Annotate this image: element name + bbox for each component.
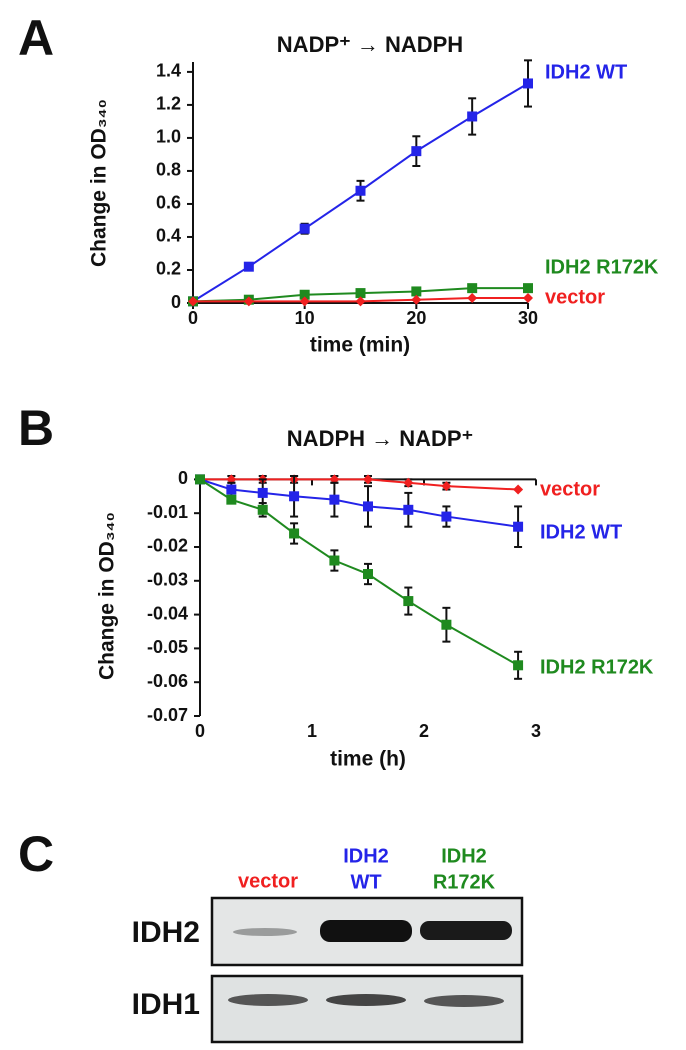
y-tick-label: -0.01 xyxy=(147,502,188,522)
marker xyxy=(467,283,478,294)
marker xyxy=(403,596,414,607)
marker xyxy=(411,294,422,305)
marker xyxy=(257,504,268,515)
marker xyxy=(441,481,452,492)
x-tick-label: 0 xyxy=(195,721,205,741)
y-tick-label: 0.4 xyxy=(156,226,181,246)
y-tick-label: 1.2 xyxy=(156,94,181,114)
marker xyxy=(243,296,254,307)
x-tick-label: 1 xyxy=(307,721,317,741)
chart-title: NADP⁺ → NADPH xyxy=(277,32,463,57)
x-tick-label: 10 xyxy=(295,308,315,328)
marker xyxy=(403,504,414,515)
marker xyxy=(289,528,300,539)
band xyxy=(233,928,297,936)
marker xyxy=(363,501,373,512)
marker xyxy=(299,296,310,307)
marker xyxy=(226,494,237,505)
marker xyxy=(523,293,533,304)
blot-frame xyxy=(210,974,524,1044)
lane-label: vector xyxy=(238,870,298,892)
series-label: vector xyxy=(545,286,605,308)
marker xyxy=(355,288,366,299)
marker xyxy=(523,78,533,89)
y-tick-label: -0.03 xyxy=(147,570,188,590)
row-label: IDH2 xyxy=(132,916,200,949)
y-tick-label: -0.07 xyxy=(147,705,188,725)
panel-label: C xyxy=(18,826,54,882)
marker xyxy=(411,146,422,157)
marker xyxy=(513,660,524,671)
row-label: IDH1 xyxy=(132,988,200,1021)
marker xyxy=(243,261,254,272)
chart-title: NADPH → NADP⁺ xyxy=(287,426,473,451)
marker xyxy=(363,474,373,485)
marker xyxy=(467,293,478,304)
series-line xyxy=(200,478,519,491)
series-label: IDH2 WT xyxy=(545,61,627,83)
y-axis-label: Change in OD₃₄₀ xyxy=(88,99,111,267)
marker xyxy=(355,185,366,196)
panel-label: A xyxy=(18,10,54,66)
marker xyxy=(513,521,524,532)
panel-label: B xyxy=(18,400,54,456)
lane-label: IDH2 xyxy=(441,845,487,867)
y-tick-label: 0 xyxy=(178,468,188,488)
y-tick-label: 0.2 xyxy=(156,259,181,279)
marker xyxy=(329,494,340,505)
marker xyxy=(329,555,340,566)
y-axis-label: Change in OD₃₄₀ xyxy=(96,512,119,680)
band xyxy=(228,994,308,1006)
x-tick-label: 3 xyxy=(531,721,541,741)
series-label: IDH2 R172K xyxy=(540,656,654,678)
y-tick-label: -0.06 xyxy=(147,671,188,691)
y-tick-label: 1.4 xyxy=(156,61,181,81)
x-tick-label: 20 xyxy=(406,308,426,328)
y-tick-label: -0.05 xyxy=(147,637,188,657)
y-tick-label: 0 xyxy=(171,292,181,312)
band xyxy=(320,920,412,942)
marker xyxy=(467,111,478,122)
marker xyxy=(411,286,422,297)
series-label: vector xyxy=(540,478,600,500)
series-label: IDH2 WT xyxy=(540,521,622,543)
marker xyxy=(513,484,524,495)
x-tick-label: 2 xyxy=(419,721,429,741)
band xyxy=(326,994,406,1006)
band xyxy=(424,995,504,1007)
marker xyxy=(289,491,300,502)
lane-label: R172K xyxy=(433,871,496,893)
marker xyxy=(441,619,452,630)
marker xyxy=(523,283,533,294)
x-tick-label: 0 xyxy=(188,308,198,328)
y-tick-label: -0.02 xyxy=(147,536,188,556)
lane-label: IDH2 xyxy=(343,845,389,867)
y-tick-label: -0.04 xyxy=(147,603,188,623)
marker xyxy=(441,511,452,522)
marker xyxy=(355,296,366,307)
series-label: IDH2 R172K xyxy=(545,256,659,278)
y-tick-label: 0.8 xyxy=(156,160,181,180)
x-tick-label: 30 xyxy=(518,308,538,328)
x-axis-label: time (min) xyxy=(310,334,410,357)
marker xyxy=(188,296,198,307)
marker xyxy=(363,569,373,580)
marker xyxy=(299,289,310,300)
marker xyxy=(195,474,205,485)
series-line xyxy=(199,478,519,667)
y-tick-label: 1.0 xyxy=(156,127,181,147)
x-axis-label: time (h) xyxy=(330,748,406,771)
marker xyxy=(299,223,310,234)
y-tick-label: 0.6 xyxy=(156,193,181,213)
blot xyxy=(210,896,524,1044)
band xyxy=(420,921,512,940)
lane-label: WT xyxy=(350,871,381,893)
marker xyxy=(257,487,268,498)
marker xyxy=(403,477,414,488)
marker xyxy=(226,484,237,495)
